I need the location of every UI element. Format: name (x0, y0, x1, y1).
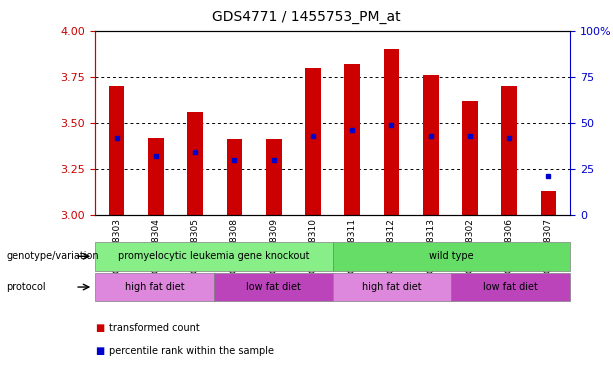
Bar (266, 139, 281, 215)
Bar (345, 64, 360, 215)
Bar (333, 242, 570, 271)
Bar (214, 273, 333, 301)
Bar (109, 86, 124, 215)
Bar (451, 273, 570, 301)
Bar (95, 242, 333, 271)
Bar (227, 139, 242, 215)
Bar (384, 49, 399, 215)
Bar (95, 273, 214, 301)
Text: low fat diet: low fat diet (246, 282, 300, 292)
Bar (501, 86, 517, 215)
Text: ■: ■ (95, 346, 104, 356)
Text: protocol: protocol (6, 282, 46, 292)
Bar (188, 112, 203, 215)
Text: low fat diet: low fat diet (483, 282, 538, 292)
Bar (541, 191, 557, 215)
Text: wild type: wild type (429, 251, 474, 262)
Bar (462, 101, 478, 215)
Text: high fat diet: high fat diet (124, 282, 185, 292)
Text: promyelocytic leukemia gene knockout: promyelocytic leukemia gene knockout (118, 251, 310, 262)
Text: genotype/variation: genotype/variation (6, 251, 99, 262)
Bar (148, 137, 164, 215)
Bar (333, 273, 451, 301)
Bar (305, 68, 321, 215)
Bar (423, 75, 438, 215)
Text: high fat diet: high fat diet (362, 282, 422, 292)
Text: ■: ■ (95, 323, 104, 333)
Text: percentile rank within the sample: percentile rank within the sample (109, 346, 273, 356)
Text: GDS4771 / 1455753_PM_at: GDS4771 / 1455753_PM_at (212, 10, 401, 23)
Text: transformed count: transformed count (109, 323, 199, 333)
